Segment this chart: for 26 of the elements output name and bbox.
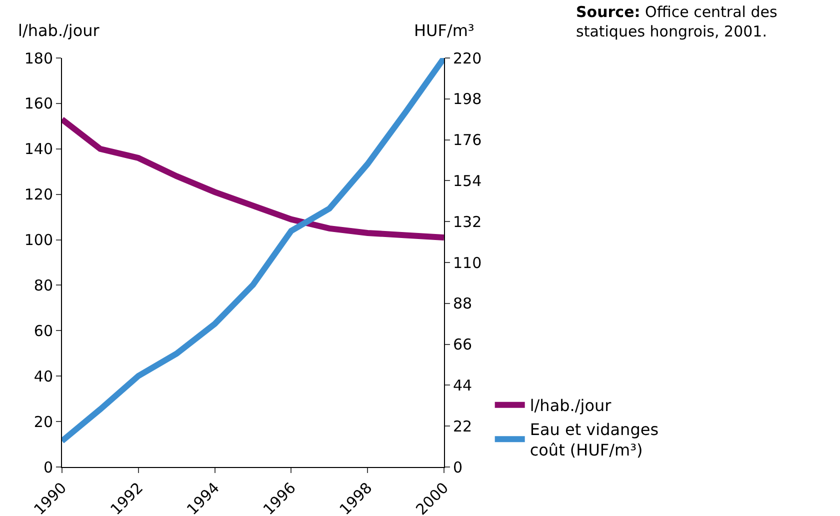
- y-tick-label: 160: [24, 94, 53, 113]
- source-note: Source: Office central des statiques hongrois, 2001.: [576, 3, 778, 40]
- y2-tick-label: 22: [453, 417, 472, 436]
- legend-label: Eau et vidanges coût (HUF/m³): [530, 420, 659, 460]
- y2-tick-label: 0: [453, 458, 463, 476]
- y2-axis-title: HUF/m³: [414, 21, 474, 40]
- y-axis-title: l/hab./jour: [18, 21, 100, 40]
- y-tick-label: 80: [34, 276, 53, 294]
- y2-tick-label: 154: [453, 172, 482, 190]
- y-tick-label: 180: [24, 49, 53, 68]
- legend-label: l/hab./jour: [530, 396, 612, 416]
- y2-tick-label: 198: [453, 90, 482, 108]
- y-tick-label: 100: [24, 231, 53, 250]
- y2-tick-label: 110: [453, 254, 482, 272]
- y-tick-label: 140: [24, 140, 53, 158]
- y-tick-label: 0: [43, 458, 53, 476]
- y-tick-label: 20: [34, 412, 53, 431]
- y2-tick-label: 176: [453, 131, 482, 150]
- y2-tick-label: 44: [453, 376, 472, 394]
- y-tick-label: 40: [34, 367, 53, 386]
- y2-tick-label: 132: [453, 212, 482, 231]
- y2-tick-label: 66: [453, 336, 472, 354]
- y-tick-label: 120: [24, 186, 53, 204]
- y2-tick-label: 220: [453, 49, 482, 68]
- y-tick-label: 60: [34, 322, 53, 340]
- y2-tick-label: 88: [453, 294, 472, 313]
